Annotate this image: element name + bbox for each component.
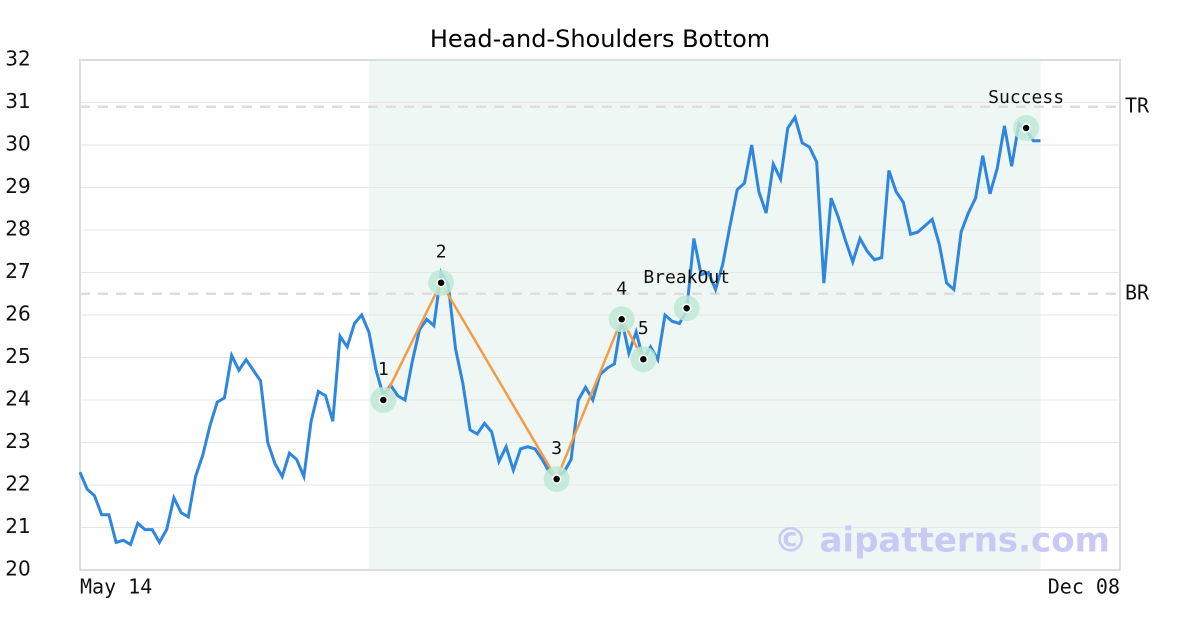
y-tick-label: 26 <box>5 302 30 326</box>
y-tick-label: 21 <box>5 514 30 538</box>
point-label: 1 <box>378 359 389 380</box>
point-marker <box>681 303 692 313</box>
watermark: © aipatterns.com <box>774 521 1110 561</box>
point-label: Success <box>988 87 1064 108</box>
reference-label: BR <box>1125 280 1150 304</box>
y-tick-label: 25 <box>5 344 30 368</box>
point-label: 2 <box>436 242 447 263</box>
y-tick-label: 31 <box>5 89 30 113</box>
y-tick-label: 28 <box>5 217 30 241</box>
point-marker <box>378 395 389 405</box>
chart-title: Head-and-Shoulders Bottom <box>430 25 770 53</box>
y-tick-label: 20 <box>5 557 30 581</box>
plot-border <box>79 59 1121 571</box>
point-label: 5 <box>638 318 649 339</box>
point-label: 4 <box>616 278 627 299</box>
point-label: 3 <box>551 438 562 459</box>
point-marker <box>551 474 562 484</box>
reference-label: TR <box>1125 93 1150 117</box>
x-tick-label: Dec 08 <box>1048 575 1120 599</box>
y-tick-label: 32 <box>5 47 30 71</box>
y-tick-label: 29 <box>5 174 30 198</box>
point-marker <box>1021 123 1031 133</box>
y-tick-label: 30 <box>5 132 30 156</box>
point-marker <box>638 354 649 364</box>
point-label: BreakOut <box>643 267 730 288</box>
y-tick-label: 22 <box>5 472 30 496</box>
x-tick-label: May 14 <box>80 575 152 599</box>
y-tick-label: 24 <box>5 387 30 411</box>
y-tick-label: 27 <box>5 259 30 283</box>
point-marker <box>436 277 446 288</box>
y-tick-label: 23 <box>5 429 30 453</box>
point-marker <box>616 314 627 324</box>
